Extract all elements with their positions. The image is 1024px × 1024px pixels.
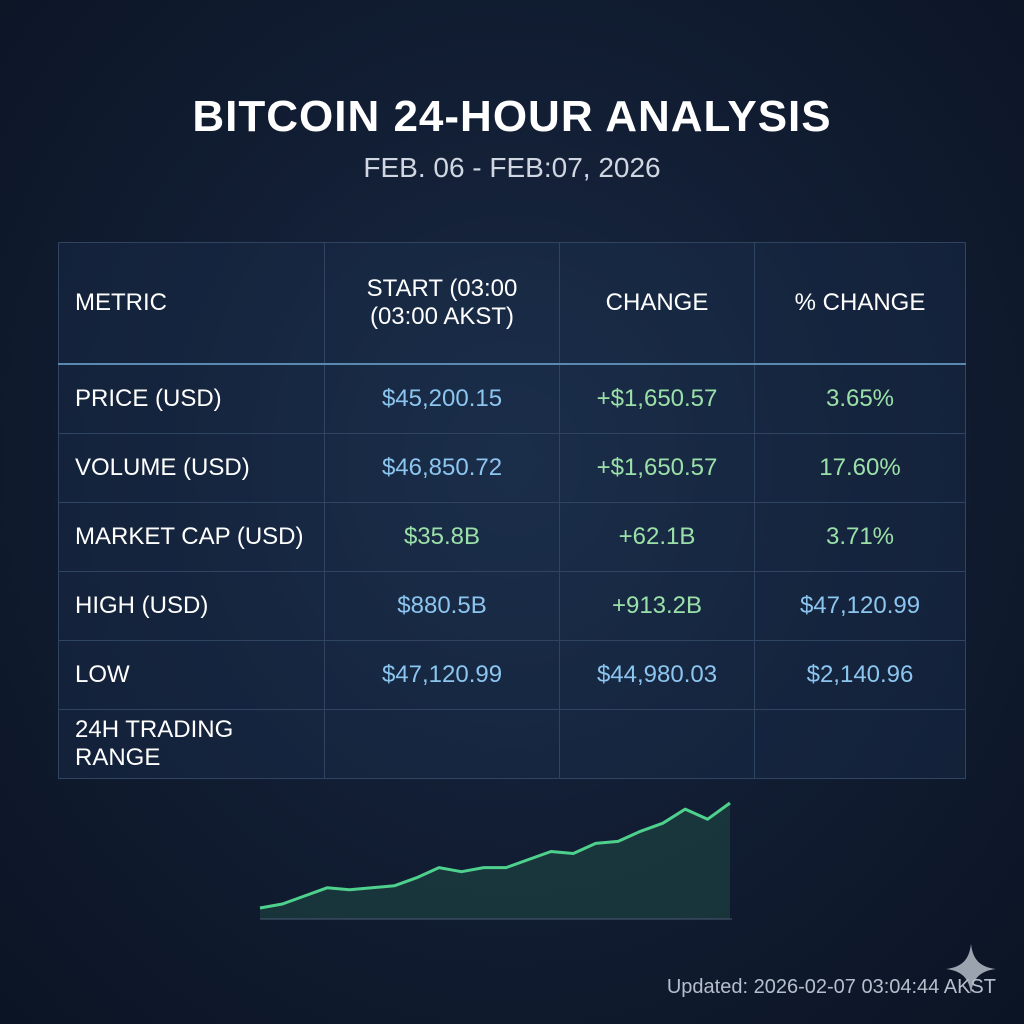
trend-line: [259, 801, 731, 910]
column-header: CHANGE: [559, 242, 755, 365]
table-row: HIGH (USD) $880.5B +913.2B $47,120.99: [58, 571, 966, 641]
table-header: METRIC START (03:00 (03:00 AKST) CHANGE% C…: [58, 242, 966, 365]
metric-label: LOW: [58, 640, 325, 710]
table-row: LOW $47,120.99 $44,980.03 $2,140.96: [58, 640, 966, 710]
metric-value: $46,850.72: [324, 433, 560, 503]
metric-value: +913.2B: [559, 571, 755, 641]
column-header: START (03:00 (03:00 AKST): [324, 242, 560, 365]
table-body: PRICE (USD) $45,200.15 +$1,650.57 3.65% VOLU…: [58, 363, 966, 779]
metric-label: MARKET CAP (USD): [58, 502, 325, 572]
metric-label: 24H TRADING RANGE: [58, 709, 325, 779]
metric-value: $47,120.99: [324, 640, 560, 710]
table-row: VOLUME (USD) $46,850.72 +$1,650.57 17.60%: [58, 433, 966, 503]
metric-value: 3.65%: [754, 363, 966, 434]
metric-value: $45,200.15: [324, 363, 560, 434]
metric-value: +$1,650.57: [559, 363, 755, 434]
metric-label: VOLUME (USD): [58, 433, 325, 503]
page-title: BITCOIN 24-HOUR ANALYSIS: [192, 92, 832, 141]
metric-value: +$1,650.57: [559, 433, 755, 503]
metric-value: +62.1B: [559, 502, 755, 572]
updated-timestamp: Updated: 2026-02-07 03:04:44 AKST: [666, 976, 996, 998]
metric-value: [754, 709, 966, 779]
table-row: MARKET CAP (USD) $35.8B +62.1B 3.71%: [58, 502, 966, 572]
metric-value: $880.5B: [324, 571, 560, 641]
metric-value: $35.8B: [324, 502, 560, 572]
metrics-table: METRIC START (03:00 (03:00 AKST) CHANGE% C…: [58, 242, 966, 779]
page-subtitle: FEB. 06 - FEB:07, 2026: [363, 152, 661, 183]
table-row: 24H TRADING RANGE: [58, 709, 966, 779]
table-header-row: METRIC START (03:00 (03:00 AKST) CHANGE% C…: [58, 242, 966, 365]
metric-value: 17.60%: [754, 433, 966, 503]
column-header: METRIC: [58, 242, 325, 365]
metric-label: PRICE (USD): [58, 363, 325, 434]
metric-label: HIGH (USD): [58, 571, 325, 641]
trend-area: [260, 803, 730, 919]
metric-value: [559, 709, 755, 779]
metric-value: 3.71%: [754, 502, 966, 572]
trend-sparkline: [259, 801, 732, 920]
column-header: % CHANGE: [754, 242, 966, 365]
sparkle-icon: [946, 944, 996, 994]
metric-value: $2,140.96: [754, 640, 966, 710]
metric-value: [324, 709, 560, 779]
metric-value: $47,120.99: [754, 571, 966, 641]
table-row: PRICE (USD) $45,200.15 +$1,650.57 3.65%: [58, 363, 966, 434]
metric-value: $44,980.03: [559, 640, 755, 710]
